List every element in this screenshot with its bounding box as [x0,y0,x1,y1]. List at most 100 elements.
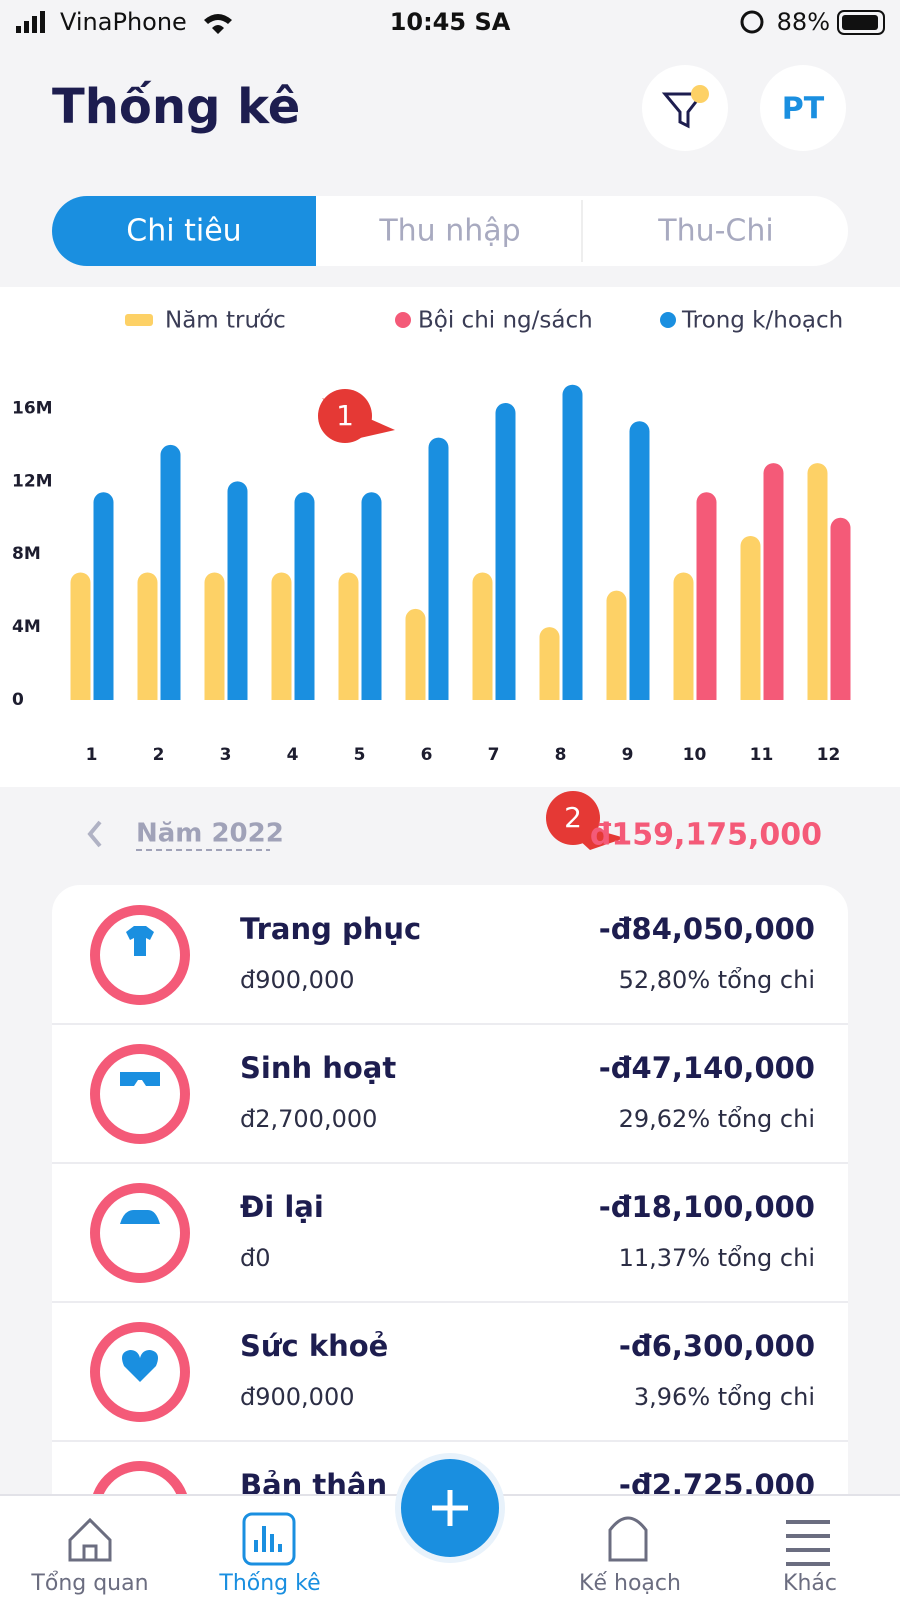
nav-item[interactable]: Thống kê [218,1571,320,1596]
status-bar: VinaPhone 10:45 SA 88% [16,8,885,36]
bar [472,572,493,700]
y-tick-label: 16M [12,398,53,418]
y-tick-label: 8M [12,544,41,564]
bar [539,627,560,700]
filter-button-bg[interactable] [642,65,728,151]
category-name: Sinh hoạt [240,1051,396,1085]
x-tick-label: 11 [750,745,774,765]
tab[interactable]: Chi tiêu [126,214,241,249]
category-card [52,885,848,1600]
add-icon [432,1490,468,1526]
category-budget: đ2,700,000 [240,1105,377,1133]
category-icon [126,926,154,956]
category-budget: đ900,000 [240,1383,354,1411]
legend-label: Năm trước [165,308,286,334]
annotation-badge [546,791,600,845]
legend-swatch [395,312,411,328]
bar [830,517,851,700]
legend-label: Trong k/hoạch [681,308,843,334]
bar [673,572,694,700]
y-tick-label: 12M [12,471,53,491]
nav-item[interactable]: Kế hoạch [579,1571,681,1596]
category-name: Trang phục [240,912,421,946]
signal-icon [40,11,45,33]
avatar[interactable]: PT [782,92,825,127]
legend-swatch [660,312,676,328]
annotation-text: 2 [564,801,582,834]
x-tick-label: 4 [287,745,299,765]
x-tick-label: 9 [622,745,634,765]
bar [204,572,225,700]
bar [93,492,114,700]
category-share: 29,62% tổng chi [619,1105,815,1133]
bar [227,481,248,700]
x-tick-label: 3 [220,745,232,765]
x-tick-label: 8 [555,745,567,765]
bar [338,572,359,700]
legend-label: Bội chi ng/sách [418,308,593,334]
annotation-badge [318,389,372,443]
category-name: Sức khoẻ [240,1329,388,1363]
y-tick-label: 4M [12,617,41,637]
category-share: 3,96% tổng chi [634,1383,815,1411]
nav-icon [254,1526,282,1552]
x-tick-label: 1 [86,745,98,765]
prev-year-button[interactable] [87,820,102,848]
year-selector[interactable]: Năm 2022 [136,819,284,849]
bar [294,492,315,700]
nav-icon [786,1520,830,1566]
tab[interactable]: Thu-Chi [657,214,773,249]
category-icon [120,1072,160,1086]
bar [271,572,292,700]
nav-item[interactable]: Tổng quan [30,1571,148,1596]
tab-active[interactable] [52,196,316,266]
signal-icon [16,26,21,33]
category-budget: đ900,000 [240,966,354,994]
avatar-bg[interactable] [760,65,846,151]
battery-fill [842,15,878,30]
bar [807,463,828,700]
x-tick-label: 5 [354,745,366,765]
bar [428,437,449,700]
signal-icon [32,16,37,33]
wifi-icon [204,14,232,34]
bar [160,444,181,700]
x-tick-label: 2 [153,745,165,765]
bar [70,572,91,700]
category-amount: -đ84,050,000 [599,912,815,946]
clock: 10:45 SA [390,8,511,36]
category-share: 52,80% tổng chi [619,966,815,994]
bar [763,463,784,700]
battery-level: 88% [777,8,830,36]
signal-icon [24,21,29,33]
tab[interactable]: Thu nhập [378,214,520,249]
nav-icon [68,1517,112,1562]
category-budget: đ0 [240,1244,271,1272]
bar [361,492,382,700]
category-icon-ring [90,1183,190,1283]
y-tick-label: 0 [12,690,24,710]
category-icon-ring [90,1044,190,1144]
nav-item[interactable]: Khác [783,1571,837,1596]
lock-icon [740,10,764,34]
bar [606,590,627,700]
bar [405,608,426,700]
legend-swatch [125,314,153,326]
x-tick-label: 12 [817,745,841,765]
filter-button[interactable] [642,65,728,151]
page-title: Thống kê [52,79,300,135]
category-name: Đi lại [240,1190,324,1224]
battery-icon [837,10,885,35]
bar [137,572,158,700]
category-icon [122,1350,158,1382]
nav-icon [608,1516,648,1562]
category-share: 11,37% tổng chi [619,1244,815,1272]
tab-active[interactable] [280,196,316,266]
nav-icon [242,1512,296,1566]
filter-badge [691,85,709,103]
category-icon [120,1210,160,1224]
x-tick-label: 6 [421,745,433,765]
annotation-text: 1 [336,399,354,432]
x-tick-label: 7 [488,745,500,765]
